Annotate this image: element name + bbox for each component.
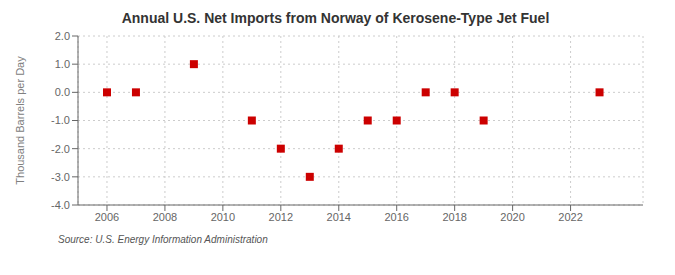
svg-text:2006: 2006 (95, 211, 119, 223)
svg-text:-2.0: -2.0 (51, 143, 70, 155)
svg-text:2016: 2016 (384, 211, 408, 223)
svg-text:2012: 2012 (269, 211, 293, 223)
svg-text:2018: 2018 (442, 211, 466, 223)
svg-text:2020: 2020 (500, 211, 524, 223)
svg-text:1.0: 1.0 (55, 58, 70, 70)
svg-text:2022: 2022 (558, 211, 582, 223)
svg-text:0.0: 0.0 (55, 86, 70, 98)
html-text:Source: U.S. Energy Informatio: Source: U.S. Energy Information Administ… (58, 234, 268, 245)
svg-text:2010: 2010 (211, 211, 235, 223)
html-text:Annual U.S. Net Imports from N: Annual U.S. Net Imports from Norway of K… (121, 10, 550, 26)
svg-text:2008: 2008 (153, 211, 177, 223)
svg-text:-4.0: -4.0 (51, 199, 70, 211)
svg-text:2014: 2014 (327, 211, 351, 223)
svg-text:Thousand Barrels per Day: Thousand Barrels per Day (14, 56, 26, 185)
svg-text:2.0: 2.0 (55, 30, 70, 42)
svg-text:-3.0: -3.0 (51, 171, 70, 183)
svg-text:-1.0: -1.0 (51, 114, 70, 126)
